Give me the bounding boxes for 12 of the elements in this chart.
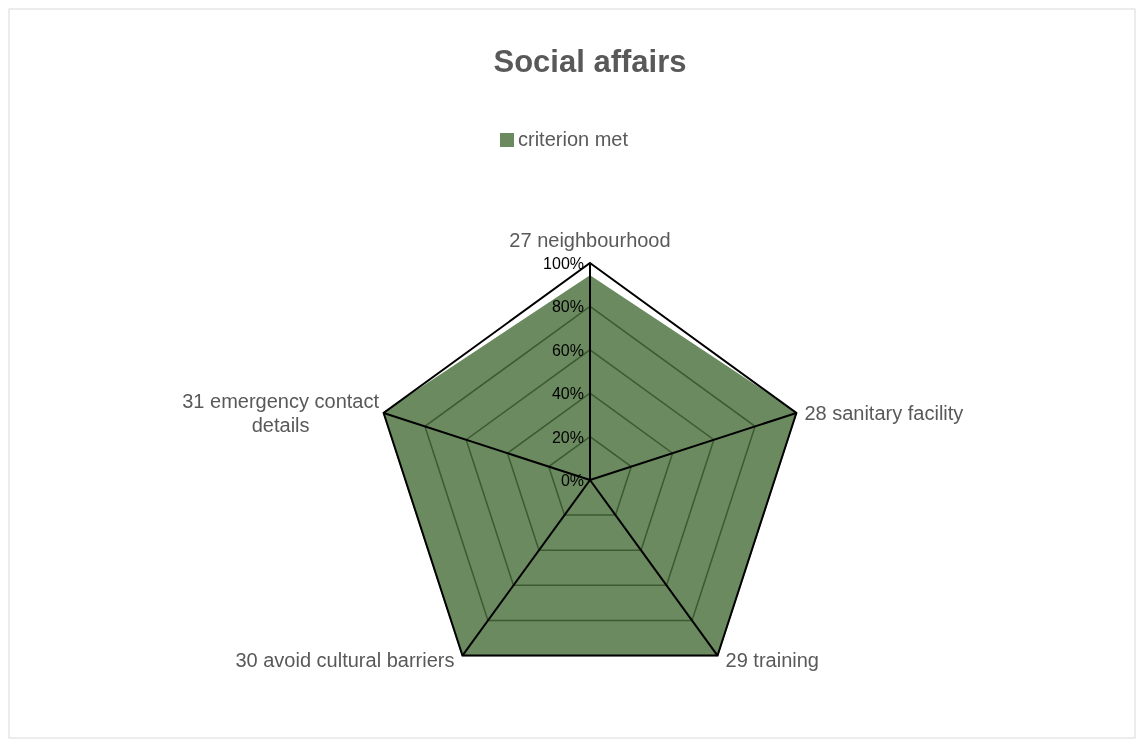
chart-title: Social affairs	[493, 44, 687, 79]
spoke-label: 27 neighbourhood	[509, 229, 671, 251]
y-tick-label: 80%	[551, 298, 584, 316]
y-tick-label: 100%	[543, 255, 584, 272]
spoke-label: 28 sanitary facility	[804, 401, 964, 424]
spoke-label: 30 avoid cultural barriers	[235, 648, 455, 671]
y-tick-label: 20%	[551, 428, 584, 446]
y-tick-label: 40%	[551, 385, 584, 403]
spoke-label: 31 emergency contact details	[182, 389, 380, 436]
spoke-label: 29 training	[725, 648, 819, 671]
y-tick-label: 60%	[551, 341, 584, 359]
legend-label: criterion met	[518, 128, 629, 150]
